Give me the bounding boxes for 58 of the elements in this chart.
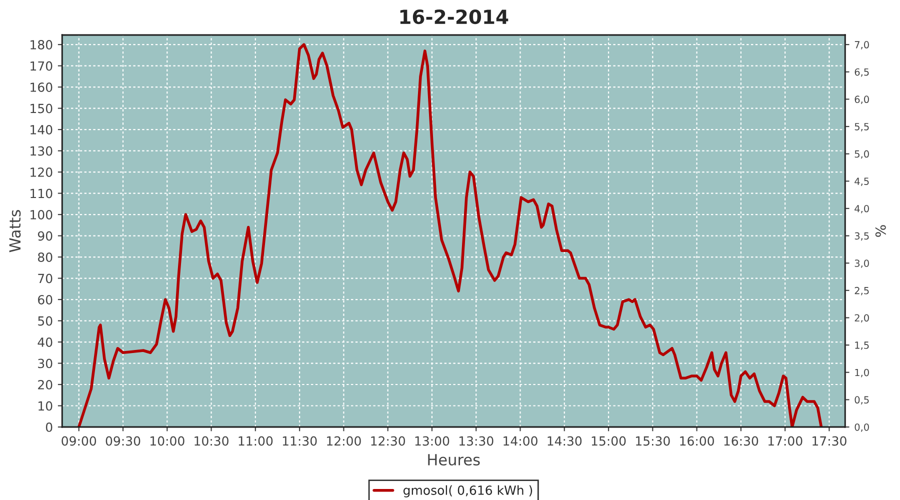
legend-label: gmosol( 0,616 kWh ): [403, 485, 532, 498]
y-axis-title: Watts: [9, 210, 21, 252]
x-tick-label: 16:30: [724, 436, 758, 446]
x-tick-label: 15:30: [636, 436, 670, 446]
x-tick-label: 15:00: [592, 436, 626, 446]
y-tick-label: 40: [38, 337, 52, 347]
y-tick-label: 30: [38, 358, 52, 368]
y-tick-label: 110: [30, 188, 52, 198]
y2-tick-label: 6,0: [854, 96, 869, 104]
y2-tick-label: 5,5: [854, 123, 869, 132]
x-tick-label: 11:00: [238, 436, 273, 446]
y2-tick-label: 3,5: [854, 232, 869, 241]
y-tick-label: 140: [30, 125, 52, 134]
y-tick-label: 10: [38, 401, 52, 411]
x-tick-label: 13:00: [415, 436, 450, 446]
y-tick-label: 120: [30, 168, 52, 177]
y-tick-label: 160: [30, 82, 52, 92]
x-tick-label: 14:00: [504, 436, 538, 446]
y-tick-label: 90: [38, 231, 52, 241]
x-tick-label: 12:00: [327, 436, 361, 446]
x-tick-label: 09:00: [62, 436, 96, 446]
x-axis-title: Heures: [428, 454, 480, 466]
y2-axis-title: %: [875, 225, 886, 237]
y-tick-label: 70: [38, 274, 52, 284]
y-tick-label: 60: [38, 294, 52, 304]
y-tick-label: 180: [30, 40, 52, 50]
y2-tick-label: 7,0: [854, 41, 869, 50]
y2-tick-label: 0,0: [854, 423, 869, 432]
y2-tick-label: 0,5: [854, 396, 869, 405]
y2-tick-label: 2,5: [854, 286, 869, 296]
y-tick-label: 130: [30, 146, 52, 156]
y-tick-label: 100: [30, 210, 52, 220]
x-tick-label: 17:30: [812, 436, 846, 446]
y-tick-label: 0: [46, 422, 52, 432]
x-tick-label: 11:30: [282, 436, 317, 446]
x-tick-label: 16:00: [680, 436, 714, 446]
line-series: [77, 43, 823, 427]
y2-tick-label: 3,0: [854, 260, 869, 268]
y-tick-label: 150: [30, 104, 52, 114]
x-tick-label: 17:00: [768, 436, 802, 446]
x-tick-label: 09:30: [106, 436, 140, 446]
y2-tick-label: 1,5: [855, 342, 869, 350]
y2-tick-label: 2,0: [854, 314, 869, 323]
y-tick-label: 80: [38, 252, 52, 262]
x-tick-label: 10:00: [150, 436, 184, 446]
y-tick-label: 50: [38, 316, 52, 326]
y-tick-label: 20: [38, 380, 52, 390]
x-tick-label: 13:30: [459, 436, 494, 446]
y2-tick-label: 4,0: [854, 204, 869, 214]
y2-tick-label: 1,0: [855, 368, 869, 378]
y2-tick-label: 6,5: [854, 68, 869, 77]
y-tick-label: 170: [30, 61, 52, 71]
y2-tick-label: 5,0: [854, 150, 869, 159]
x-tick-label: 12:30: [371, 436, 406, 446]
x-tick-label: 10:30: [194, 436, 228, 446]
x-tick-label: 14:30: [548, 436, 582, 446]
chart-title: 16-2-2014: [400, 9, 508, 24]
y2-tick-label: 4,5: [854, 178, 869, 186]
